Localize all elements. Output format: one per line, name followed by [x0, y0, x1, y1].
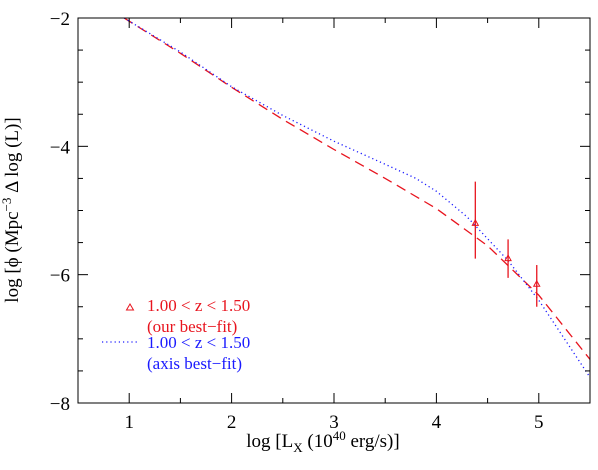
y-axis-title: log [ϕ (Mpc−3 Δ log (L)]	[0, 117, 23, 302]
x-tick-label: 2	[227, 412, 237, 433]
legend-label-series-2-line1: 1.00 < z < 1.50	[147, 333, 250, 352]
data-points-layer	[471, 181, 541, 307]
legend-label-series-2-line2: (axis best−fit)	[147, 354, 242, 373]
data-point-triangle	[532, 279, 541, 287]
y-tick-label: −8	[50, 394, 70, 415]
axis-ticks: 1 2 3 4 5 −8 −6 −4 −2	[50, 9, 591, 433]
curves-layer	[123, 18, 590, 378]
x-tick-label: 4	[432, 412, 442, 433]
x-tick-label: 3	[329, 412, 339, 433]
y-tick-label: −4	[50, 137, 71, 158]
legend-label-series-1-line2: (our best−fit)	[147, 317, 237, 336]
x-tick-label: 1	[124, 412, 134, 433]
data-point-triangle	[504, 254, 512, 262]
data-point-triangle	[471, 218, 480, 226]
y-tick-label: −2	[50, 9, 70, 30]
x-tick-label: 5	[534, 412, 544, 433]
legend-swatch-triangle	[125, 303, 135, 311]
x-axis-title: log [LX (1040 erg/s)]	[246, 428, 399, 455]
legend-label-series-1-line1: 1.00 < z < 1.50	[147, 296, 250, 315]
legend: 1.00 < z < 1.50 (our best−fit) 1.00 < z …	[102, 296, 250, 373]
y-tick-label: −6	[50, 266, 70, 287]
series-line-1	[123, 18, 590, 360]
